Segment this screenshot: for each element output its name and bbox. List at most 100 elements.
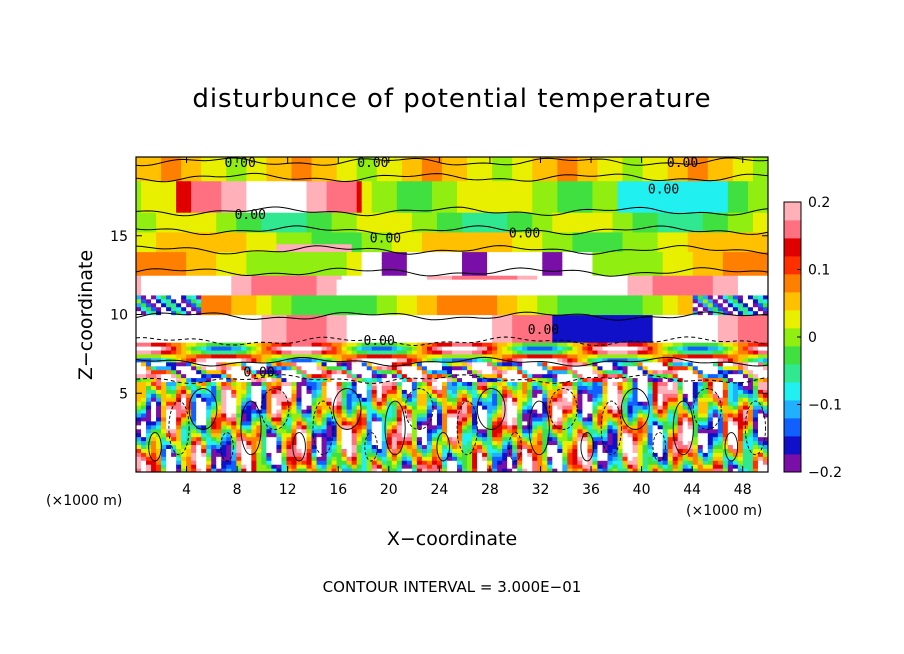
field-cell [431,188,438,194]
field-cell [371,279,378,284]
field-cell [151,235,157,241]
field-cell [276,243,283,249]
field-cell [316,338,323,343]
field-cell [146,247,152,253]
field-cell [136,231,142,237]
field-cell [336,294,343,300]
field-cell [276,397,283,402]
field-cell [341,381,348,386]
field-cell [291,302,298,308]
field-cell [346,357,353,363]
field-cell [276,428,283,434]
field-cell [221,184,227,190]
field-cell [136,436,142,442]
field-cell [366,243,373,249]
field-cell [361,184,368,190]
field-cell [321,444,328,449]
field-cell [271,310,278,316]
field-cell [151,373,157,379]
field-cell [221,412,227,418]
field-cell [331,389,338,394]
field-cell [441,397,448,402]
field-cell [426,259,433,264]
field-cell [191,409,197,414]
field-cell [431,157,438,162]
field-cell [376,444,383,449]
field-cell [396,377,403,383]
field-cell [206,255,212,260]
field-cell [356,428,363,434]
field-cell [331,255,338,260]
field-cell [166,239,172,245]
field-cell [251,436,257,442]
field-cell [206,334,212,339]
field-cell [251,200,257,205]
field-cell [406,432,413,438]
field-cell [156,231,162,237]
field-cell [406,464,413,469]
field-cell [146,349,152,355]
field-cell [306,231,313,237]
field-cell [206,342,212,347]
field-cell [201,157,207,162]
field-cell [356,464,363,469]
field-cell [376,286,383,292]
field-cell [441,275,448,280]
field-cell [346,436,353,442]
field-cell [296,373,303,379]
field-cell [141,436,147,442]
field-cell [206,365,212,371]
field-cell [156,444,162,449]
field-cell [366,401,373,406]
field-cell [381,369,388,375]
field-cell [311,373,318,379]
field-cell [391,176,398,182]
field-cell [266,389,273,394]
field-cell [301,306,308,312]
field-cell [206,357,212,363]
field-cell [216,377,222,383]
field-cell [256,275,262,280]
field-cell [186,401,192,406]
field-cell [376,349,383,355]
field-cell [231,322,237,327]
field-cell [271,208,278,213]
field-cell [441,196,448,201]
field-cell [346,279,353,284]
field-cell [276,393,283,398]
field-cell [236,361,242,367]
field-cell [306,353,313,359]
field-cell [431,428,438,434]
field-cell [296,314,303,320]
field-cell [166,365,172,371]
field-cell [136,294,142,300]
field-cell [156,180,162,186]
field-cell [191,326,197,331]
field-cell [226,180,232,186]
field-cell [406,326,413,331]
field-cell [156,468,162,472]
field-cell [151,349,157,355]
field-cell [391,318,398,323]
field-cell [306,310,313,316]
field-cell [196,373,202,379]
field-cell [351,235,358,241]
field-cell [306,401,313,406]
field-cell [161,192,167,197]
field-cell [236,271,242,276]
field-cell [196,172,202,178]
field-cell [426,397,433,402]
field-cell [351,440,358,446]
field-cell [421,283,428,288]
field-cell [421,263,428,268]
field-cell [336,180,343,186]
field-cell [356,259,363,264]
field-cell [161,448,167,453]
field-cell [141,444,147,449]
field-cell [421,196,428,201]
field-cell [206,420,212,426]
field-cell [436,302,443,308]
field-cell [401,223,408,229]
field-cell [141,290,147,296]
field-cell [241,420,247,426]
